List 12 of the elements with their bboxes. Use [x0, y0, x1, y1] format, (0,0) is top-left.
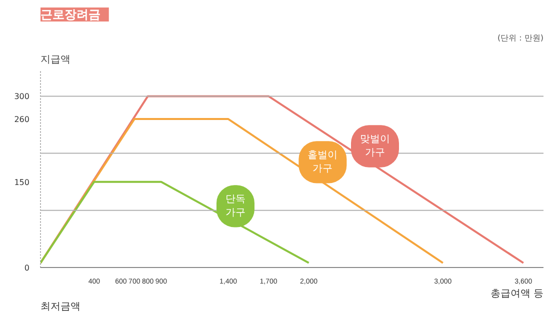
y-tick-label: 0 [24, 264, 30, 272]
y-tick-label: 150 [14, 178, 30, 187]
y-tick-label: 260 [14, 115, 30, 124]
chart-subtitle: (단위 : 만원) [497, 34, 544, 42]
series-label: 단독 가구 [225, 194, 246, 218]
y-tick-label: 300 [14, 92, 30, 102]
text: 최저금액 [40, 302, 80, 312]
y-axis-title: 지급액 [40, 54, 70, 66]
chart-title: 근로장려금 [40, 8, 100, 22]
series-label: 맞벌이 가구 [360, 134, 390, 158]
series-label: 홑벌이 가구 [308, 150, 338, 174]
x-axis-title: 총급여액 등 [490, 288, 544, 300]
